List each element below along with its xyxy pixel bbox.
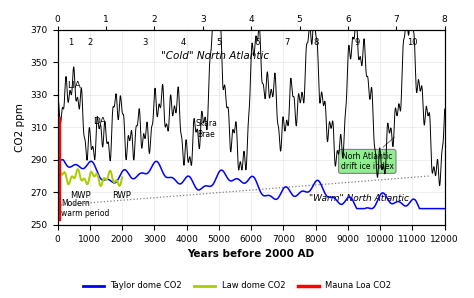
Text: RWP: RWP [113, 191, 131, 200]
Text: "Warm" North Atlantic: "Warm" North Atlantic [309, 194, 409, 203]
Y-axis label: CO2 ppm: CO2 ppm [15, 103, 25, 152]
Bar [57, 117, 60, 220]
Text: DA: DA [93, 117, 106, 125]
Text: Norh Atlantic
drift ice index: Norh Atlantic drift ice index [341, 137, 394, 171]
Text: 1: 1 [68, 38, 73, 47]
Text: LIA: LIA [67, 81, 81, 90]
Legend: Taylor dome CO2, Law dome CO2, Mauna Loa CO2: Taylor dome CO2, Law dome CO2, Mauna Loa… [79, 278, 395, 294]
Text: 8: 8 [313, 38, 319, 47]
Text: MWP: MWP [70, 191, 91, 200]
X-axis label: Years before 2000 AD: Years before 2000 AD [188, 249, 315, 259]
Text: "Cold" North Atlantic: "Cold" North Atlantic [161, 51, 269, 61]
Text: Modern
warm period: Modern warm period [61, 199, 109, 218]
Text: 6: 6 [255, 38, 260, 47]
Text: 7: 7 [284, 38, 289, 47]
Text: Skara
Brae: Skara Brae [195, 119, 217, 139]
Text: 9: 9 [355, 38, 360, 47]
Text: 2: 2 [87, 38, 92, 47]
Text: 4: 4 [181, 38, 186, 47]
Text: 5: 5 [216, 38, 221, 47]
Text: 3: 3 [142, 38, 147, 47]
Text: 10: 10 [407, 38, 418, 47]
